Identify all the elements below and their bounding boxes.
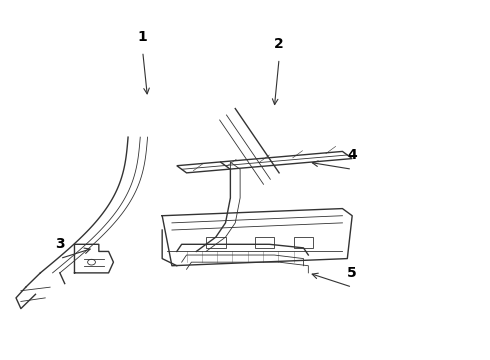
Text: 1: 1 [138, 30, 147, 44]
Text: 4: 4 [347, 148, 357, 162]
Text: 5: 5 [347, 266, 357, 280]
Bar [255, 237, 274, 248]
Text: 3: 3 [55, 237, 65, 251]
Bar [294, 237, 313, 248]
Bar [206, 237, 225, 248]
Text: 2: 2 [274, 37, 284, 51]
